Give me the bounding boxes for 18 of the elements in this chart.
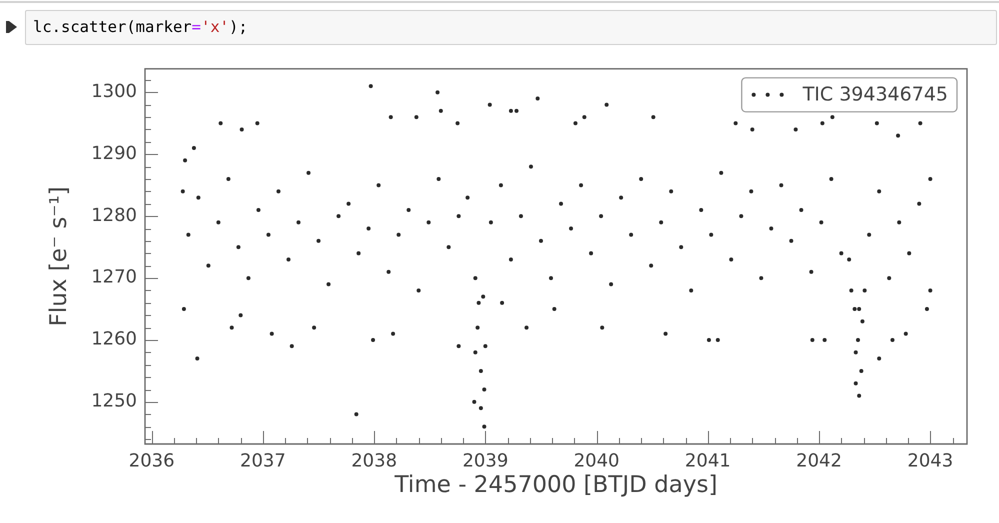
- legend-label: TIC 394346745: [802, 84, 948, 106]
- y-tick-label: 1250: [91, 390, 137, 412]
- y-tick-label: 1300: [91, 81, 137, 102]
- x-tick-label: 2037: [240, 450, 286, 472]
- y-tick-label: 1280: [91, 204, 137, 226]
- code-cell: lc.scatter(marker='x');: [25, 10, 997, 45]
- x-tick-label: 2036: [128, 450, 175, 472]
- x-tick-label: 2038: [351, 450, 398, 472]
- y-axis-title: Flux [e⁻ s⁻¹]: [46, 186, 72, 326]
- x-tick-label: 2040: [574, 450, 620, 472]
- x-tick-label: 2042: [796, 450, 842, 472]
- x-tick-label: 2039: [462, 450, 508, 472]
- y-tick-label: 1270: [91, 266, 137, 288]
- x-axis-title: Time - 2457000 [BTJD days]: [394, 472, 718, 498]
- y-tick-label: 1260: [91, 328, 137, 350]
- x-tick-label: 2041: [684, 450, 731, 472]
- y-tick-label: 1290: [91, 142, 137, 164]
- x-tick-label: 2043: [907, 450, 954, 472]
